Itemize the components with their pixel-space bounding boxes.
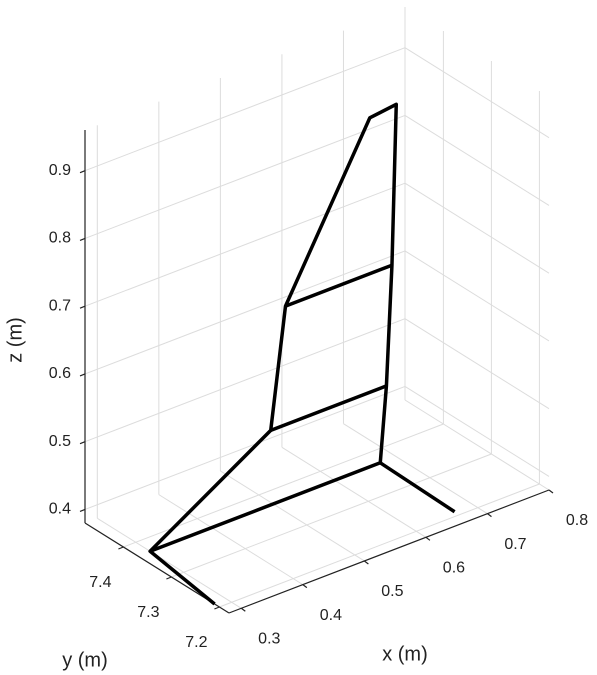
grid-line	[158, 494, 304, 586]
y-tick	[118, 546, 124, 550]
y-tick	[166, 576, 172, 580]
wire-line	[148, 102, 399, 606]
z-tick-label: 0.7	[49, 297, 71, 314]
grid-line	[404, 182, 550, 274]
z-tick	[79, 373, 86, 377]
grid-line	[404, 114, 550, 206]
z-tick	[79, 508, 86, 513]
y-tick-label: 7.2	[185, 634, 207, 651]
z-tick	[79, 305, 86, 309]
grid-line	[404, 399, 550, 491]
z-tick-label: 0.4	[49, 501, 71, 518]
grid-line	[220, 470, 365, 562]
z-tick	[79, 441, 86, 445]
z-axis-title: z (m)	[4, 317, 26, 363]
y-tick-label: 7.4	[89, 574, 111, 591]
grid-line	[84, 114, 406, 239]
x-tick-label: 0.5	[381, 583, 403, 600]
z-tick-label: 0.6	[49, 365, 71, 382]
x-axis-title: x (m)	[382, 643, 428, 665]
y-tick	[214, 606, 220, 610]
grid-line	[404, 318, 550, 410]
grid-line	[84, 250, 406, 375]
z-tick-label: 0.9	[49, 162, 71, 179]
x-tick	[364, 560, 369, 565]
wire-line	[270, 384, 388, 433]
grid-line	[97, 517, 242, 609]
x-tick	[487, 513, 492, 518]
x-tick	[302, 584, 308, 589]
x-tick-label: 0.6	[443, 560, 465, 577]
z-tick-label: 0.5	[49, 433, 71, 450]
x-tick-label: 0.8	[566, 512, 588, 529]
x-tick-label: 0.3	[258, 630, 280, 647]
grid-line	[404, 250, 550, 342]
grid-line	[171, 453, 492, 578]
z-tick	[79, 170, 86, 174]
x-tick-label: 0.4	[320, 607, 342, 624]
z-tick	[79, 237, 86, 241]
grid-line	[343, 423, 488, 515]
grid-line	[84, 318, 406, 443]
z-tick-label: 0.8	[49, 230, 71, 247]
grid-line	[84, 385, 406, 510]
x-tick	[548, 489, 554, 494]
grid-line	[281, 446, 427, 538]
grid-line	[404, 386, 550, 477]
grid-line	[219, 483, 540, 608]
y-tick-label: 7.3	[137, 604, 159, 621]
grid-line	[84, 47, 406, 172]
x-tick	[240, 607, 246, 612]
x-tick-label: 0.7	[504, 536, 526, 553]
wire-line	[284, 263, 393, 308]
grid-line	[404, 47, 550, 139]
y-axis-title: y (m)	[62, 649, 108, 671]
wire-line	[379, 461, 456, 514]
x-tick	[425, 536, 431, 541]
x-axis-line	[228, 489, 550, 614]
grid-line	[84, 182, 406, 307]
